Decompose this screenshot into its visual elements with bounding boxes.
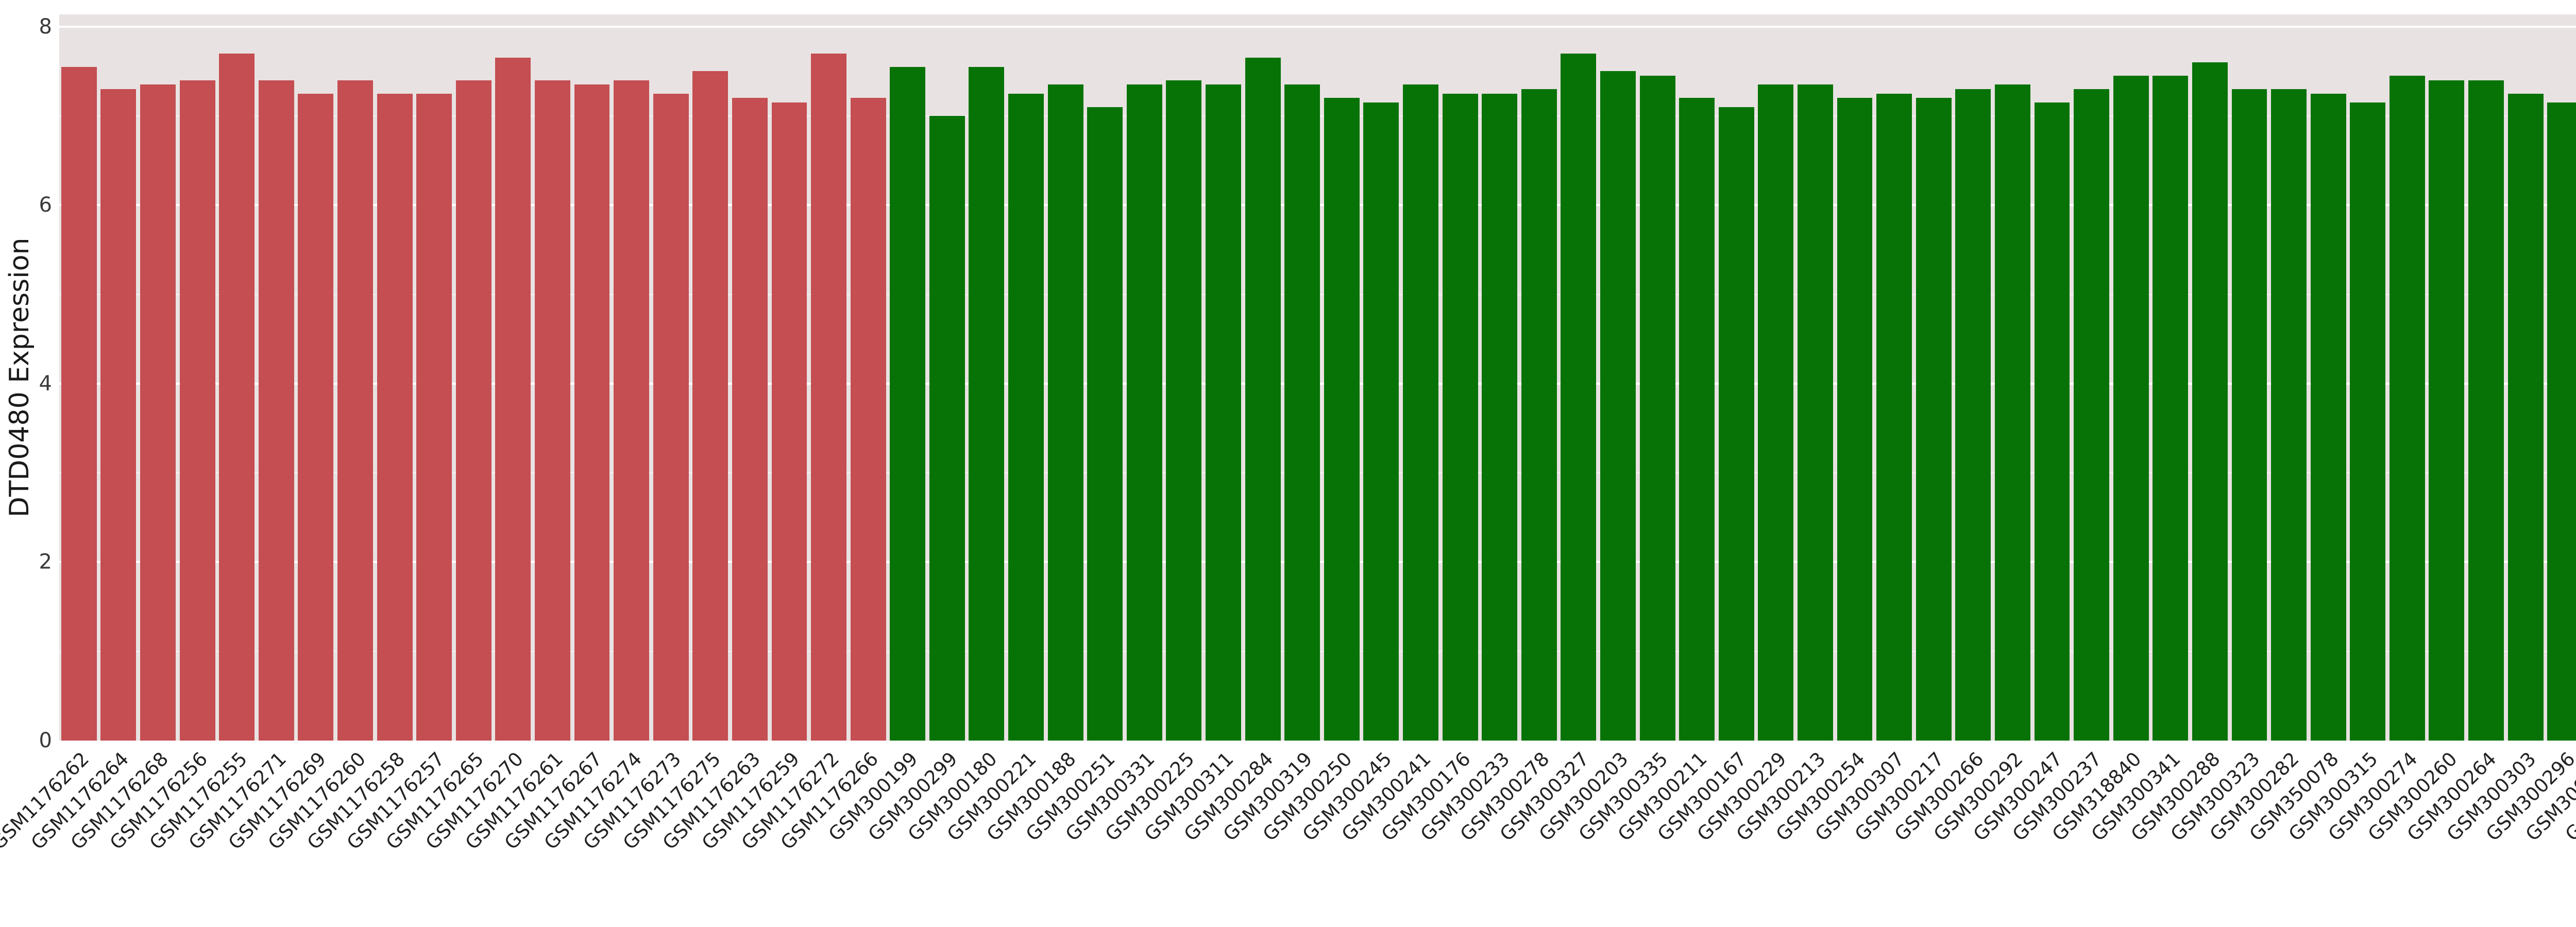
bar [1837, 98, 1873, 741]
y-tick-label: 2 [39, 550, 52, 574]
bar [732, 98, 768, 741]
bar [574, 84, 610, 741]
bar [1324, 98, 1360, 741]
bar [179, 80, 215, 741]
bar [2192, 62, 2228, 741]
bar [2429, 80, 2465, 741]
bar [1047, 84, 1083, 741]
y-tick-label: 6 [39, 193, 52, 217]
bar [1087, 107, 1123, 741]
bar [1679, 98, 1715, 741]
bar [811, 53, 847, 741]
bar [2350, 102, 2386, 741]
bar [2310, 93, 2346, 741]
bar [100, 89, 137, 741]
bar [929, 115, 965, 741]
bar [534, 80, 570, 741]
bar [2389, 75, 2425, 741]
bar [1797, 84, 1833, 741]
bar [337, 80, 373, 741]
bar [2074, 89, 2110, 741]
bar [1916, 98, 1952, 741]
bar [1206, 84, 1241, 741]
bar [1403, 84, 1438, 741]
bar [219, 53, 255, 741]
y-tick-label: 8 [39, 14, 52, 39]
bar [1994, 84, 2030, 741]
y-axis-ticks: 0 2 4 6 8 [0, 0, 59, 927]
bar [614, 80, 650, 741]
bar [1955, 89, 1991, 741]
bar [416, 93, 452, 741]
bar [1482, 93, 1518, 741]
bar [2113, 75, 2149, 741]
bar [1166, 80, 1202, 741]
bar [692, 71, 728, 741]
bar [377, 93, 413, 741]
bar [1561, 53, 1597, 741]
bar [850, 98, 886, 741]
bar [2468, 80, 2504, 741]
bar [2034, 102, 2070, 741]
bar [1245, 58, 1281, 741]
bar [61, 66, 97, 741]
bar [1876, 93, 1912, 741]
bar [1639, 75, 1675, 741]
bar [653, 93, 689, 741]
bar [298, 93, 334, 741]
bar [2271, 89, 2307, 741]
plot-panel [59, 14, 2576, 741]
bar [495, 58, 531, 741]
bar [1363, 102, 1399, 741]
bar [2547, 102, 2576, 741]
bar [2231, 89, 2267, 741]
bar [1442, 93, 1478, 741]
bar [1718, 107, 1754, 741]
y-tick-label: 0 [39, 729, 52, 752]
bar [258, 80, 294, 741]
bar [2153, 75, 2189, 741]
bar [2507, 93, 2544, 741]
bar [1521, 89, 1557, 741]
bar [1008, 93, 1044, 741]
bar [455, 80, 492, 741]
bar [771, 102, 807, 741]
gridline [59, 25, 2576, 28]
bar [1758, 84, 1794, 741]
bar [890, 66, 926, 741]
bar [969, 66, 1005, 741]
bar [1284, 84, 1320, 741]
bar [1126, 84, 1162, 741]
bar [1600, 71, 1636, 741]
y-tick-label: 4 [39, 371, 52, 396]
x-axis-ticks: GSM1176262 GSM1176264 GSM1176268 GSM1176256… [0, 741, 2576, 927]
bar [140, 84, 176, 741]
